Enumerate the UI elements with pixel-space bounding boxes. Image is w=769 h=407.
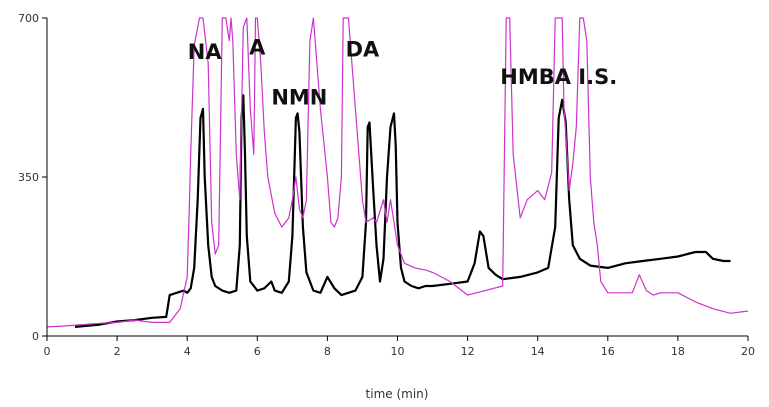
trace-black <box>74 94 731 328</box>
y-tick-label: 0 <box>32 330 39 343</box>
x-tick-label: 8 <box>324 345 331 358</box>
x-tick-label: 6 <box>254 345 261 358</box>
peak-annotations: NA A NMN DA HMBA I.S. <box>188 35 617 109</box>
tick-labels: 0 2 4 6 8 10 12 14 16 18 20 0 350 700 <box>18 12 755 358</box>
plot-lines <box>46 17 749 328</box>
x-tick-label: 0 <box>44 345 51 358</box>
x-axis-label: time (min) <box>366 387 429 401</box>
x-tick-label: 20 <box>741 345 755 358</box>
x-tick-label: 16 <box>601 345 615 358</box>
x-tick-label: 2 <box>114 345 121 358</box>
x-tick-label: 18 <box>671 345 685 358</box>
y-tick-label: 350 <box>18 171 39 184</box>
peak-label: NMN <box>271 85 327 109</box>
x-tick-label: 10 <box>391 345 405 358</box>
y-tick-label: 700 <box>18 12 39 25</box>
peak-label: NA <box>188 40 223 64</box>
peak-label: A <box>249 35 266 59</box>
trace-magenta <box>46 17 749 328</box>
x-tick-label: 4 <box>184 345 191 358</box>
peak-label: DA <box>346 38 380 62</box>
x-tick-label: 12 <box>461 345 475 358</box>
x-tick-label: 14 <box>531 345 545 358</box>
peak-label: HMBA I.S. <box>500 65 617 89</box>
